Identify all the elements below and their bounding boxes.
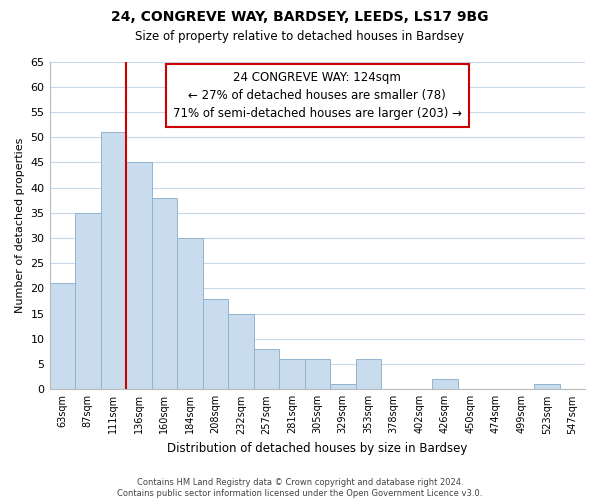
Text: Contains HM Land Registry data © Crown copyright and database right 2024.
Contai: Contains HM Land Registry data © Crown c…	[118, 478, 482, 498]
Bar	[75, 213, 101, 390]
Bar	[356, 359, 381, 390]
Bar	[330, 384, 356, 390]
Text: 24, CONGREVE WAY, BARDSEY, LEEDS, LS17 9BG: 24, CONGREVE WAY, BARDSEY, LEEDS, LS17 9…	[111, 10, 489, 24]
Bar	[50, 284, 75, 390]
Bar	[126, 162, 152, 390]
Bar	[534, 384, 560, 390]
Text: 24 CONGREVE WAY: 124sqm
← 27% of detached houses are smaller (78)
71% of semi-de: 24 CONGREVE WAY: 124sqm ← 27% of detache…	[173, 72, 462, 120]
Bar	[203, 298, 228, 390]
Bar	[228, 314, 254, 390]
Bar	[101, 132, 126, 390]
Bar	[305, 359, 330, 390]
Bar	[152, 198, 177, 390]
Y-axis label: Number of detached properties: Number of detached properties	[15, 138, 25, 313]
X-axis label: Distribution of detached houses by size in Bardsey: Distribution of detached houses by size …	[167, 442, 467, 455]
Text: Size of property relative to detached houses in Bardsey: Size of property relative to detached ho…	[136, 30, 464, 43]
Bar	[254, 349, 279, 390]
Bar	[432, 379, 458, 390]
Bar	[279, 359, 305, 390]
Bar	[177, 238, 203, 390]
